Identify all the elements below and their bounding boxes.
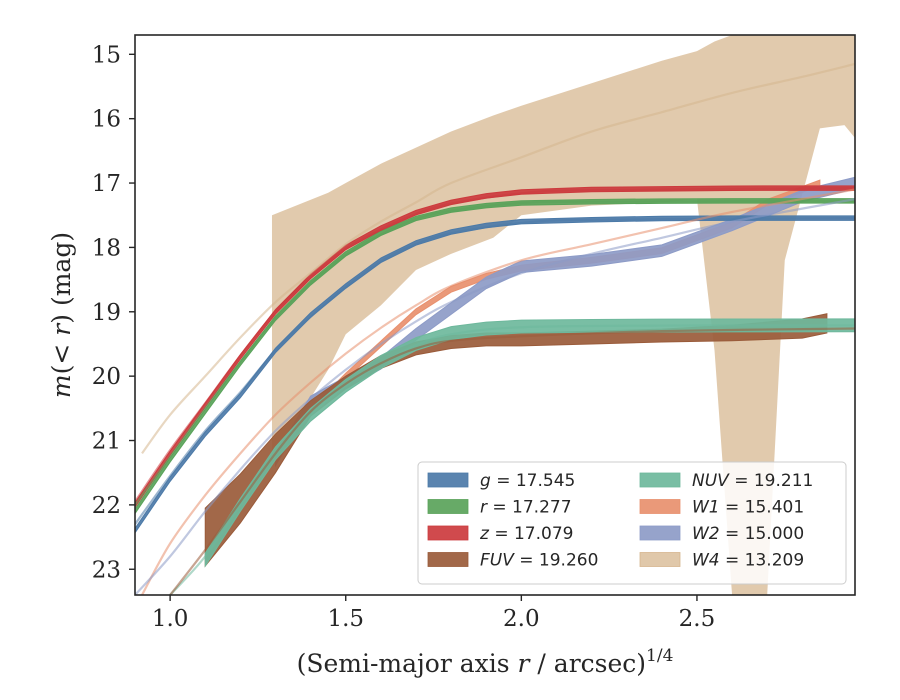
x-tick-label-0: 1.0 <box>152 606 189 632</box>
legend-label-w4: W4 = 13.209 <box>692 551 804 571</box>
x-tick-label-1: 1.5 <box>327 606 364 632</box>
legend-label-g: g = 17.545 <box>480 471 575 491</box>
legend-label-r: r = 17.277 <box>480 498 572 518</box>
model-line-1 <box>135 199 855 506</box>
legend-swatch-w1 <box>639 499 681 514</box>
x-axis-label: (Semi-major axis r / arcsec)1/4 <box>297 646 674 678</box>
legend-swatch-g <box>427 472 469 488</box>
legend-swatch-fuv <box>427 552 469 567</box>
legend-swatch-z <box>427 525 469 541</box>
model-line-5 <box>141 188 855 595</box>
y-tick-label-4: 19 <box>92 300 121 326</box>
y-tick-label-5: 20 <box>92 364 121 390</box>
y-tick-label-7: 22 <box>92 493 121 519</box>
y-axis-ticks: 15 16 17 18 19 20 21 22 23 <box>92 42 135 583</box>
band-nuv <box>204 318 855 568</box>
band-g <box>135 215 855 534</box>
band-r <box>135 198 855 515</box>
legend-swatch-nuv <box>639 472 681 488</box>
legend-label-w1: W1 = 15.401 <box>692 498 804 518</box>
y-tick-label-1: 16 <box>92 107 121 133</box>
legend-swatch-w4 <box>639 552 681 567</box>
legend: g = 17.545 r = 17.277 z = 17.079 FUV = 19.2… <box>417 461 847 585</box>
x-tick-label-3: 2.5 <box>679 606 716 632</box>
band-w4 <box>271 35 855 595</box>
model-line-0 <box>135 217 855 525</box>
y-axis-label: m(< r) (mag) <box>47 232 76 398</box>
y-tick-label-6: 21 <box>92 429 121 455</box>
y-tick-label-8: 23 <box>92 557 121 583</box>
model-line-7 <box>141 62 855 455</box>
legend-label-fuv: FUV = 19.260 <box>480 551 598 571</box>
legend-box <box>417 461 847 585</box>
plot-frame <box>134 34 856 596</box>
legend-label-nuv: NUV = 19.211 <box>692 471 813 491</box>
model-line-2 <box>135 187 855 503</box>
model-line-6 <box>135 198 855 595</box>
legend-label-z: z = 17.079 <box>479 524 573 544</box>
x-axis-ticks: 1.0 1.5 2.0 2.5 <box>152 595 715 632</box>
legend-label-w2: W2 = 15.000 <box>692 524 804 544</box>
model-line-4 <box>169 327 855 595</box>
legend-swatch-w2 <box>639 525 681 541</box>
x-tick-label-2: 2.0 <box>503 606 540 632</box>
y-tick-label-2: 17 <box>92 171 121 197</box>
y-tick-label-3: 18 <box>92 235 121 261</box>
y-tick-label-0: 15 <box>92 42 121 68</box>
model-lines <box>135 62 855 595</box>
legend-swatch-r <box>427 499 469 514</box>
